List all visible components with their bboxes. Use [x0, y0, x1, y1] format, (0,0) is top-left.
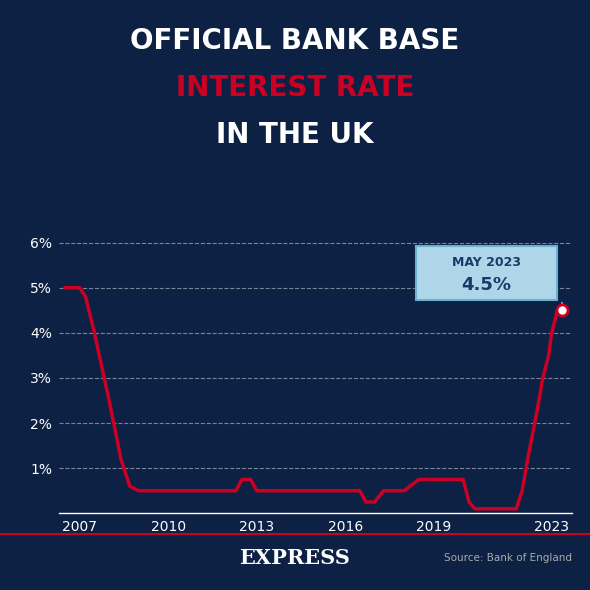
Text: Source: Bank of England: Source: Bank of England [444, 553, 572, 562]
Text: 4.5%: 4.5% [461, 276, 512, 294]
Text: INTEREST RATE: INTEREST RATE [176, 74, 414, 101]
Text: EXPRESS: EXPRESS [240, 548, 350, 568]
Text: IN THE UK: IN THE UK [217, 121, 373, 149]
FancyBboxPatch shape [416, 247, 557, 300]
Text: OFFICIAL BANK BASE: OFFICIAL BANK BASE [130, 27, 460, 54]
Text: MAY 2023: MAY 2023 [452, 256, 521, 269]
